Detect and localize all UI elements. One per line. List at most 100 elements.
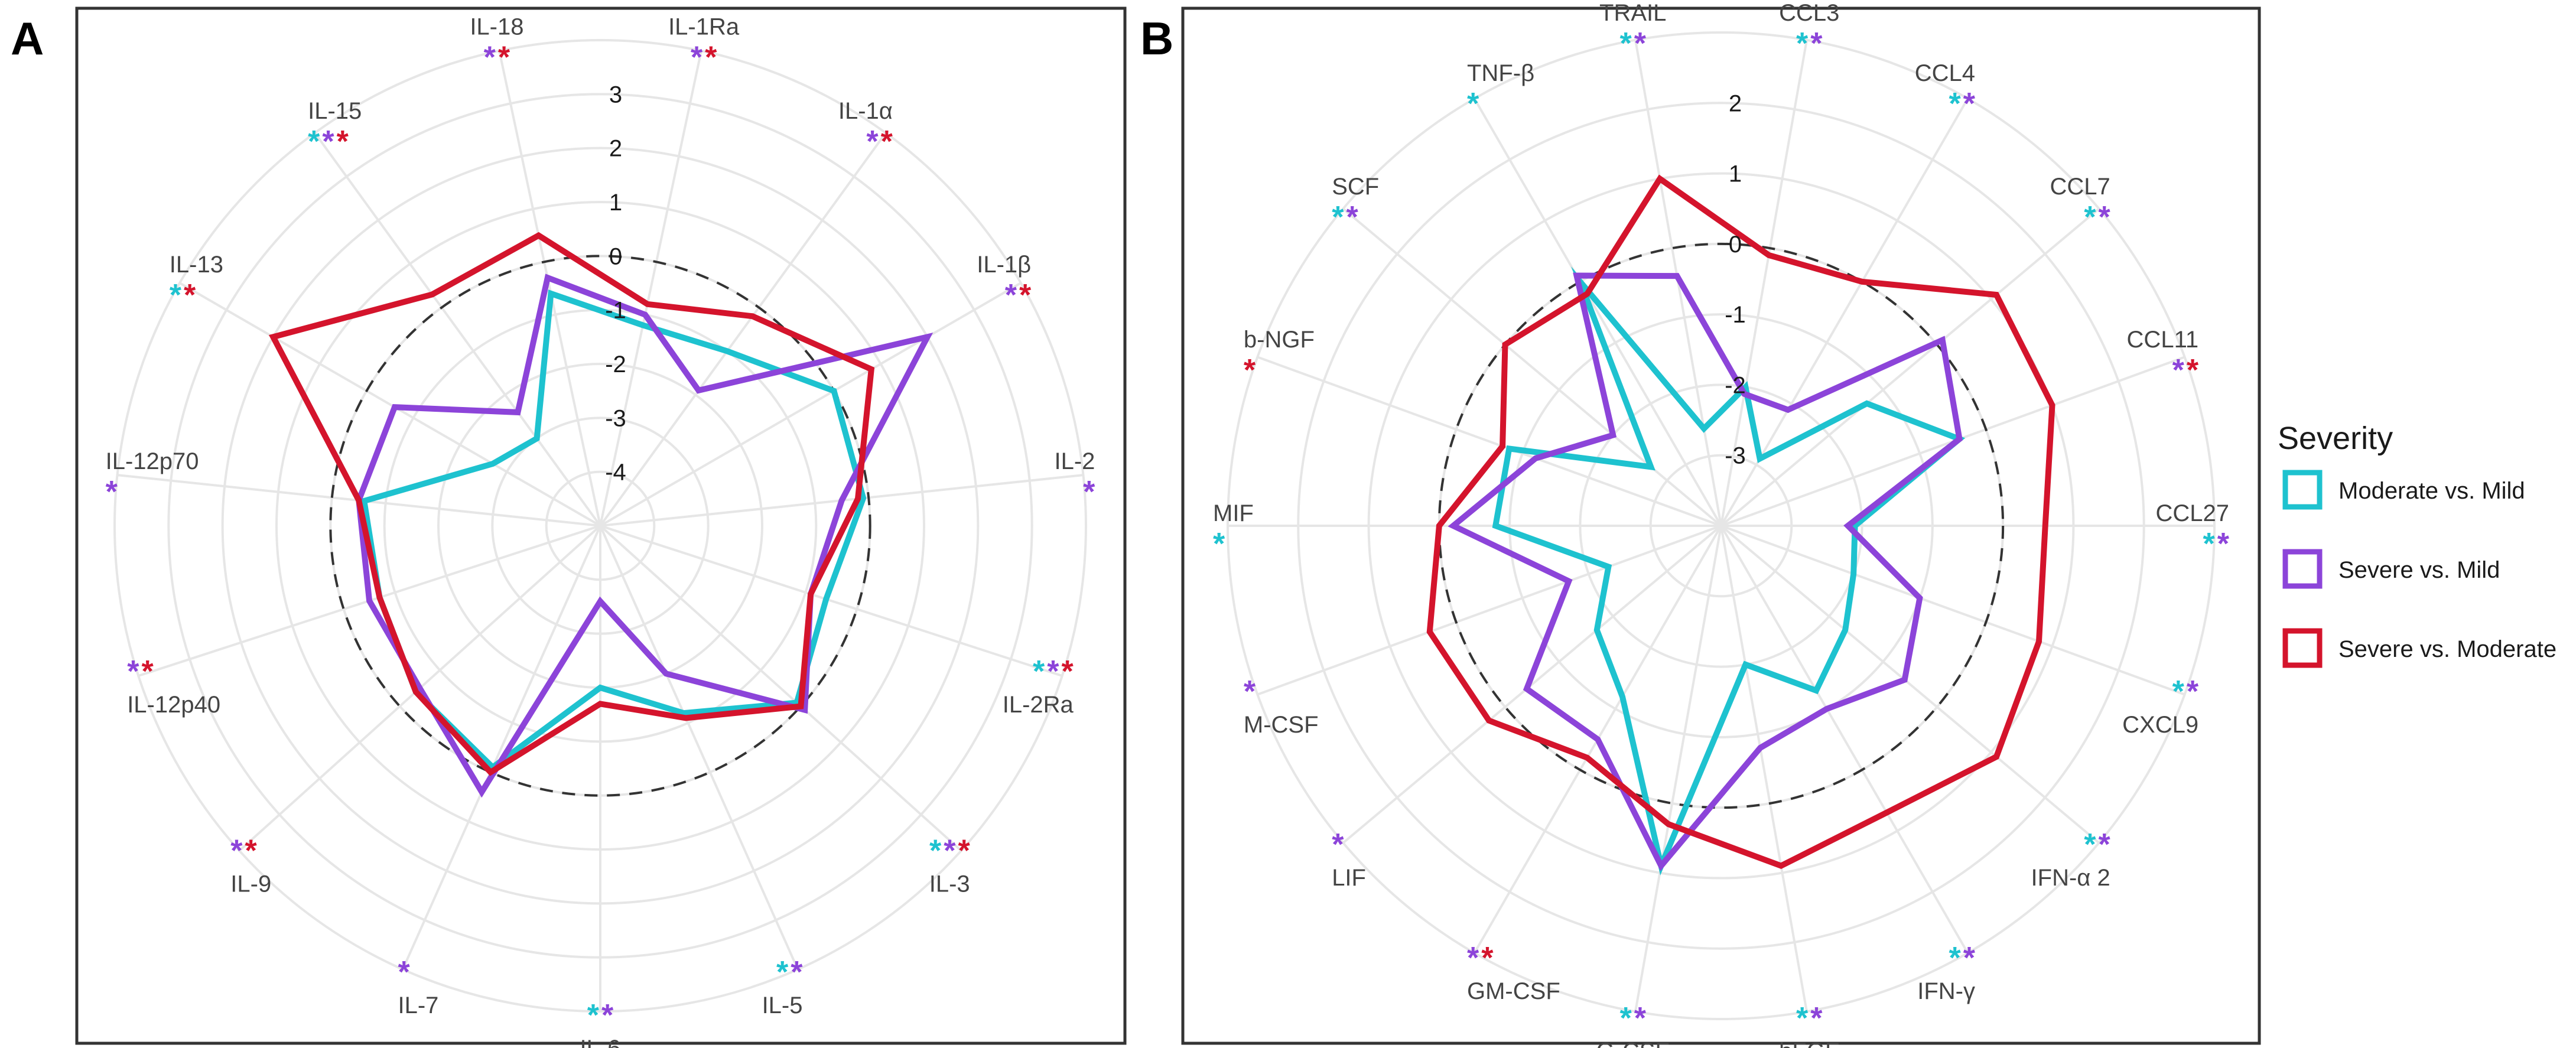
legend-title: Severity <box>2278 421 2393 456</box>
significance-star: * <box>2187 353 2199 388</box>
category-label: CCL11 <box>2127 327 2199 353</box>
category-label: IL-2Ra <box>1003 692 1074 718</box>
grid-spoke <box>1257 525 1722 696</box>
category-label: IL-6 <box>580 1036 621 1048</box>
radial-tick-label: -3 <box>605 405 626 431</box>
panel-a-series <box>268 232 934 798</box>
significance-star: * <box>1963 941 1976 975</box>
significance-star: * <box>2099 828 2111 862</box>
significance-star: * <box>337 125 349 159</box>
significance-star: * <box>1810 27 1823 61</box>
significance-star: * <box>322 125 334 159</box>
legend-item: Moderate vs. Mild <box>2282 470 2525 510</box>
panel-b-radial-ticks: 2 1 0 -1 -2 -3 <box>1725 90 1746 468</box>
significance-star: * <box>1949 941 1962 975</box>
significance-star: * <box>106 475 118 509</box>
significance-star: * <box>2172 675 2185 709</box>
significance-stars: ** <box>1005 278 1032 313</box>
significance-star: * <box>601 998 614 1033</box>
significance-stars: ** <box>230 834 257 868</box>
grid-spoke <box>600 525 1063 677</box>
significance-star: * <box>308 125 320 159</box>
category-label: IL-3 <box>929 871 970 897</box>
panel-a: A 3210-1-2-3-4IL-1Ra**IL-1α**IL-1β**IL-2… <box>11 6 1127 1048</box>
significance-star: * <box>1634 27 1647 61</box>
significance-star: * <box>1047 655 1059 689</box>
significance-stars: *** <box>308 125 349 159</box>
significance-star: * <box>866 125 879 159</box>
series-line-severe-vs-moderate <box>1426 174 2055 870</box>
radial-tick-label: 2 <box>609 136 622 162</box>
significance-stars: *** <box>1033 655 1074 689</box>
significance-star: * <box>791 955 803 990</box>
grid-spoke <box>314 132 601 527</box>
significance-star: * <box>1332 200 1344 235</box>
significance-stars: ** <box>1949 87 1976 121</box>
category-label: G-CSF <box>1596 1039 1669 1048</box>
panel-a-reference-circle <box>329 255 871 797</box>
significance-stars: * <box>1213 527 1225 561</box>
significance-stars: ** <box>1332 200 1358 235</box>
significance-stars: ** <box>1619 1001 1646 1036</box>
grid-spoke <box>599 132 887 527</box>
radial-tick-label: -1 <box>605 298 626 324</box>
significance-star: * <box>2099 200 2111 235</box>
significance-star: * <box>1481 941 1494 975</box>
significance-stars: ** <box>170 278 196 313</box>
grid-spoke <box>1634 525 1722 1012</box>
grid-spoke <box>1720 525 2100 844</box>
significance-stars: ** <box>2084 200 2110 235</box>
panel-b: B 210-1-2-3CCL3**CCL4**CCL7**CCL11**CCL2… <box>1140 0 2261 1048</box>
significance-star: * <box>484 40 496 74</box>
significance-star: * <box>170 278 182 313</box>
significance-star: * <box>1332 828 1344 862</box>
significance-star: * <box>1062 655 1074 689</box>
significance-stars: * <box>1244 675 1256 709</box>
grid-spoke <box>1257 356 1722 527</box>
significance-star: * <box>1019 278 1032 313</box>
significance-star: * <box>587 998 600 1033</box>
category-label: IL-1α <box>838 98 893 124</box>
significance-stars: ** <box>866 125 893 159</box>
grid-spoke <box>401 525 601 970</box>
category-label: bFGF <box>1779 1039 1839 1048</box>
category-label: IL-1β <box>977 252 1031 278</box>
significance-star: * <box>2203 527 2216 561</box>
significance-star: * <box>1467 87 1479 121</box>
significance-stars: ** <box>1796 1001 1823 1036</box>
grid-spoke <box>1720 40 1808 526</box>
significance-stars: ** <box>587 998 614 1033</box>
grid-spoke <box>600 282 1022 527</box>
category-label: IL-18 <box>470 14 523 40</box>
legend-swatch <box>2282 628 2323 668</box>
significance-stars: ** <box>1467 941 1494 975</box>
significance-stars: * <box>1467 87 1479 121</box>
radial-tick-label: -1 <box>1725 302 1746 328</box>
significance-star: * <box>1005 278 1017 313</box>
radial-tick-label: 1 <box>609 190 622 216</box>
grid-spoke <box>1720 525 2185 696</box>
radial-tick-label: 0 <box>1729 232 1742 258</box>
legend-label: Moderate vs. Mild <box>2338 478 2525 504</box>
category-label: IL-13 <box>170 252 223 278</box>
category-label: IFN-γ <box>1917 978 1975 1004</box>
grid-spoke <box>1342 525 1722 844</box>
significance-star: * <box>1963 87 1976 121</box>
significance-star: * <box>141 655 154 689</box>
grid-spoke <box>1473 97 1722 527</box>
category-label: LIF <box>1332 865 1366 891</box>
category-label: IL-12p40 <box>127 692 220 718</box>
category-label: TRAIL <box>1599 0 1666 26</box>
category-label: SCF <box>1332 174 1379 200</box>
grid-spoke <box>498 50 601 526</box>
grid-spoke <box>599 525 799 970</box>
category-label: IL-1Ra <box>668 14 740 40</box>
significance-stars: ** <box>776 955 803 990</box>
significance-stars: ** <box>2172 353 2199 388</box>
significance-star: * <box>1346 200 1358 235</box>
significance-star: * <box>1083 475 1095 509</box>
significance-stars: ** <box>1949 941 1976 975</box>
significance-stars: ** <box>2084 828 2110 862</box>
significance-stars: ** <box>691 40 717 74</box>
significance-stars: * <box>106 475 118 509</box>
